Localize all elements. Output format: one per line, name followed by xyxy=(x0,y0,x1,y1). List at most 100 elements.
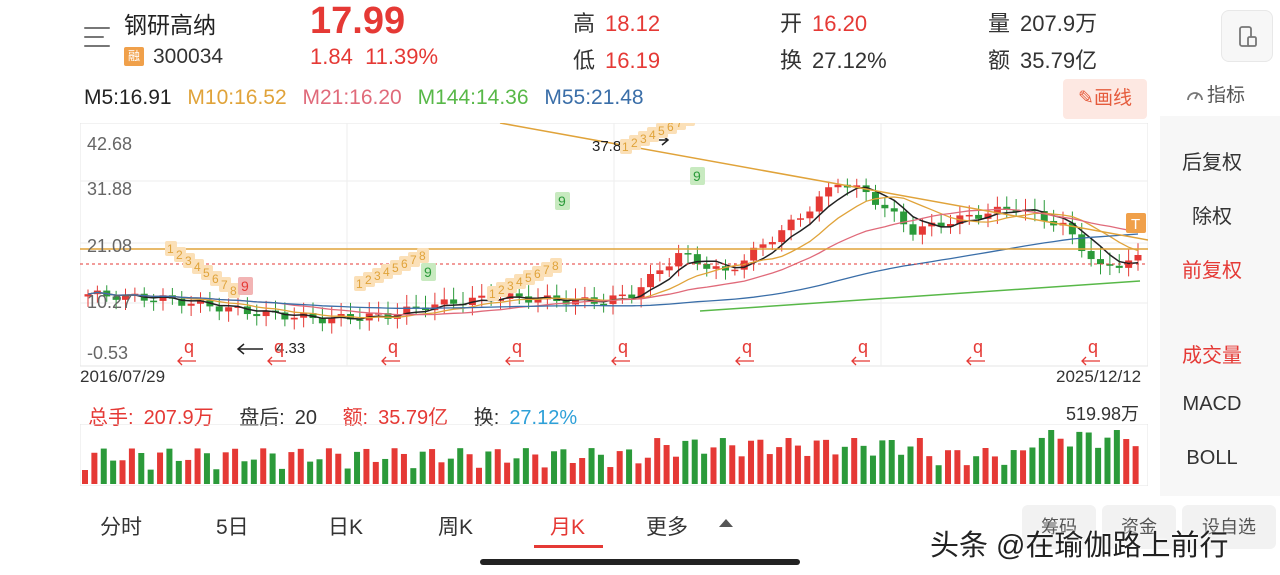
signal-arrow-icon xyxy=(851,356,870,366)
candle xyxy=(834,184,842,188)
volume-bar xyxy=(1132,446,1139,484)
volume-bar xyxy=(232,448,239,484)
candle xyxy=(478,295,486,298)
y-tick-4: 10.27 xyxy=(87,292,133,312)
count-tag-number: 3 xyxy=(640,132,647,146)
nine-tag xyxy=(238,277,253,295)
side-item-backward-adjust[interactable]: 后复权 xyxy=(1182,152,1242,174)
chips-button[interactable]: 筹码 xyxy=(1022,505,1096,549)
volume-bar xyxy=(128,448,135,484)
volume-bar xyxy=(954,450,961,484)
side-item-volume[interactable]: 成交量 xyxy=(1182,345,1242,367)
candle xyxy=(159,295,167,301)
volume-bar xyxy=(307,461,314,484)
volume-bar xyxy=(607,467,614,484)
volume-bar xyxy=(823,439,830,484)
count-tag xyxy=(674,123,686,130)
count-tag-number: 6 xyxy=(534,267,541,281)
candle xyxy=(403,306,411,315)
side-item-ex-rights[interactable]: 除权 xyxy=(1192,206,1232,228)
tab-5day[interactable]: 5日 xyxy=(216,516,249,539)
side-item-forward-adjust[interactable]: 前复权 xyxy=(1182,260,1242,282)
menu-icon[interactable] xyxy=(84,24,112,50)
side-item-macd[interactable]: MACD xyxy=(1182,393,1242,415)
volume-bar xyxy=(748,440,755,484)
volume-bar xyxy=(429,449,436,484)
volume-bar xyxy=(1123,439,1130,484)
stock-code: 300034 xyxy=(153,45,224,68)
candle xyxy=(150,300,158,303)
signal-marker: q xyxy=(858,337,868,357)
price-change: 1.84 11.39% xyxy=(310,44,438,70)
count-tag-number: 6 xyxy=(212,272,219,286)
count-tag xyxy=(683,123,695,126)
volume-bar xyxy=(466,454,473,484)
volume-bar xyxy=(316,459,323,484)
volume-bar xyxy=(288,452,295,484)
count-tag-number: 7 xyxy=(543,263,550,277)
volume-bar xyxy=(804,455,811,484)
indicator-button[interactable]: 指标 xyxy=(1186,80,1245,107)
volume-bar xyxy=(457,448,464,484)
kline-chart[interactable]: 37.824.33q q q q q q q q q1 2 3 4 5 6 7 8 1 2 3 4 5 6 7 81 2 3 4 5 6… xyxy=(80,123,1148,368)
volume-bar xyxy=(91,452,98,484)
count-tag-number: 5 xyxy=(392,261,399,275)
signal-arrow-icon xyxy=(177,356,196,366)
add-watchlist-button[interactable]: 设自选 xyxy=(1182,505,1276,549)
volume-bar xyxy=(185,459,192,484)
volume-bar xyxy=(1029,447,1036,484)
volume-bar xyxy=(400,453,407,484)
volume-bar xyxy=(757,439,764,484)
candle xyxy=(975,214,983,219)
candle xyxy=(1097,259,1104,265)
volume-bar xyxy=(1085,432,1092,484)
volume-bar xyxy=(241,461,248,484)
volume-bar xyxy=(832,454,839,484)
home-indicator xyxy=(480,559,800,565)
candle xyxy=(1040,211,1048,221)
t-marker-text: T xyxy=(1131,216,1140,233)
y-tick-2: 31.88 xyxy=(87,179,133,199)
side-item-boll[interactable]: BOLL xyxy=(1186,447,1238,469)
volume-bar xyxy=(475,467,482,484)
volume-bar xyxy=(963,465,970,484)
volume-bar xyxy=(644,457,651,484)
tab-weekly[interactable]: 周K xyxy=(438,516,474,539)
candle xyxy=(890,208,898,212)
tab-minute[interactable]: 分时 xyxy=(100,516,142,539)
volume-bar xyxy=(898,454,905,484)
landscape-toggle-button[interactable] xyxy=(1221,10,1273,62)
volume-chart[interactable] xyxy=(80,424,1148,486)
candle xyxy=(262,310,270,317)
volume-bar xyxy=(419,451,426,484)
volume-bar xyxy=(354,451,361,484)
count-tag xyxy=(665,123,677,134)
volume-bar xyxy=(672,456,679,484)
funds-button[interactable]: 资金 xyxy=(1102,505,1176,549)
tab-more[interactable]: 更多 xyxy=(646,516,688,539)
volume-bar xyxy=(1020,450,1027,484)
count-tag-number: 7 xyxy=(221,278,228,292)
volume-bar xyxy=(119,460,126,484)
candle xyxy=(815,196,823,212)
volume-bar xyxy=(278,468,285,484)
candle xyxy=(637,287,645,299)
volume-bar xyxy=(841,446,848,484)
candle xyxy=(881,204,889,209)
draw-line-button[interactable]: ✎画线 xyxy=(1063,79,1147,119)
candle xyxy=(197,300,204,304)
tab-monthly[interactable]: 月K xyxy=(550,516,586,539)
volume-bar xyxy=(391,448,398,484)
volume-bar xyxy=(691,439,698,484)
candle xyxy=(122,294,129,300)
count-tag-number: 6 xyxy=(667,123,674,134)
candle xyxy=(806,211,814,219)
tab-daily[interactable]: 日K xyxy=(328,516,364,539)
y-tick-3: 21.08 xyxy=(87,236,133,256)
volume-bar xyxy=(991,456,998,484)
triangle-up-icon[interactable] xyxy=(719,519,733,527)
volume-bar xyxy=(935,465,942,484)
candle xyxy=(797,218,804,220)
signal-marker: q xyxy=(618,337,628,357)
volume-stat: 量 207.9万 xyxy=(988,11,1098,36)
